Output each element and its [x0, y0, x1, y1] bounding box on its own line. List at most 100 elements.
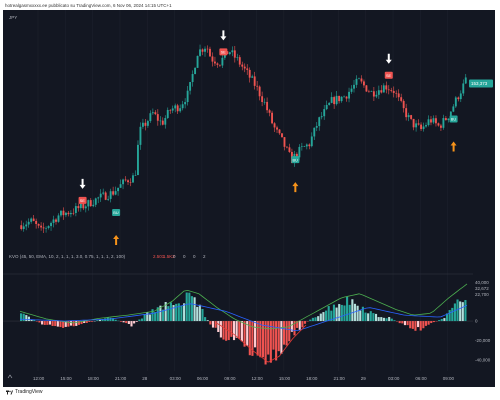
osc-histogram-bar [143, 314, 146, 322]
osc-histogram-bar [298, 321, 301, 331]
sell-badge [78, 196, 87, 204]
candle-body [333, 97, 336, 105]
osc-histogram-bar [309, 319, 312, 322]
candle-body [216, 63, 219, 65]
osc-histogram-bar [385, 318, 388, 322]
osc-histogram-bar [190, 296, 194, 322]
osc-histogram-bar [451, 307, 454, 322]
osc-value-label: 40,000 [475, 280, 489, 285]
sell-arrow-icon [79, 178, 86, 189]
time-tick-label: 15:00 [279, 376, 291, 381]
candle-body [30, 218, 33, 222]
osc-histogram-bar [59, 321, 62, 328]
candle-body [350, 88, 353, 92]
candle-body [97, 197, 100, 199]
osc-histogram-bar [125, 321, 128, 324]
candle-body [99, 193, 102, 198]
price-axis[interactable]: 151,600151,800152,000152,200152,400152,6… [5, 10, 493, 363]
candle-body [137, 144, 139, 176]
candle-body [427, 119, 430, 126]
osc-histogram-bar [322, 312, 325, 322]
oscillator-legend: KVO (45, 50, EMA, 10, 2, 1, 1, 1, 3.0, 0… [9, 254, 126, 259]
buy-signal: BU [449, 115, 458, 152]
candle-body [303, 146, 306, 147]
candle-body [402, 100, 405, 109]
candle-body [134, 175, 137, 176]
candle-body [335, 95, 338, 105]
candle-body [400, 97, 403, 101]
osc-histogram-bar [46, 321, 49, 325]
candle-body [166, 109, 169, 119]
candle-body [415, 123, 418, 128]
candle-body [161, 120, 164, 125]
candle-body [194, 67, 197, 75]
candle-body [184, 102, 187, 105]
candle-body [72, 212, 75, 214]
candle-body [444, 118, 447, 121]
candle-body [22, 226, 25, 230]
candle-body [358, 78, 360, 80]
osc-histogram-bar [406, 321, 409, 326]
buy-arrow-icon [292, 182, 299, 193]
time-tick-label: 03:00 [388, 376, 400, 381]
candle-body [236, 57, 239, 58]
osc-histogram-bar [272, 321, 275, 350]
osc-histogram-bar [251, 321, 254, 356]
candle-body [405, 108, 408, 118]
osc-histogram-bar [109, 317, 112, 322]
sell-badge [219, 48, 228, 56]
time-tick-label: 29 [361, 376, 367, 381]
osc-histogram-bar [453, 303, 456, 322]
osc-histogram-bar [325, 310, 328, 322]
time-axis[interactable]: 12:00 15:00 18:00 21:00 28 03:00 06:00 09:00 12:… [7, 374, 455, 381]
osc-histogram-bar [301, 321, 304, 328]
osc-histogram-bar [51, 321, 54, 326]
candle-body [139, 126, 142, 145]
candle-body [395, 92, 398, 94]
candle-body [308, 144, 311, 147]
osc-histogram-bar [167, 306, 170, 322]
candle-body [55, 219, 57, 222]
candle-body [84, 206, 87, 209]
osc-histogram-bar [419, 321, 422, 331]
candle-body [442, 118, 445, 128]
osc-histogram-bar [209, 321, 212, 325]
candle-body [176, 105, 179, 112]
osc-histogram-bar [448, 310, 451, 322]
osc-histogram-bar [393, 320, 396, 322]
collapse-chevron-icon[interactable] [7, 374, 13, 379]
candle-body [447, 118, 450, 121]
candle-body [422, 126, 425, 130]
candle-body [310, 136, 313, 147]
osc-histogram-bar [327, 306, 330, 322]
time-tick-label: 09:00 [443, 376, 455, 381]
osc-histogram-bar [372, 313, 375, 322]
candle-body [146, 121, 149, 126]
chart-panel[interactable]: 2.501 1.5K2 0 0 0 2 12:00 15:00 18:00 21:00 28 03:… [3, 10, 495, 387]
brand-name: TradingView [15, 389, 43, 395]
candle-body [122, 179, 125, 185]
osc-histogram-bar [403, 321, 406, 326]
candle-body [117, 187, 120, 192]
buy-badge-text: BU [293, 158, 299, 162]
candle-body [459, 93, 462, 100]
osc-histogram-bar [159, 305, 162, 322]
candle-body [382, 85, 385, 93]
osc-histogram-bar [214, 321, 217, 328]
osc-histogram-bar [254, 321, 257, 348]
osc-histogram-bar [151, 309, 154, 322]
osc-legend-value: 1.5K2 [163, 254, 175, 259]
osc-legend-value: 0 [183, 254, 186, 259]
osc-histogram-bar [183, 303, 186, 322]
candle-body [213, 61, 216, 64]
price-pane[interactable] [20, 44, 467, 233]
candle-body [201, 49, 204, 52]
current-price-label: 153,373 [471, 81, 488, 86]
time-tick-label: 21:00 [115, 376, 127, 381]
candle-body [377, 90, 380, 95]
candle-body [82, 203, 85, 209]
candle-body [181, 104, 184, 109]
candle-body [410, 115, 413, 119]
